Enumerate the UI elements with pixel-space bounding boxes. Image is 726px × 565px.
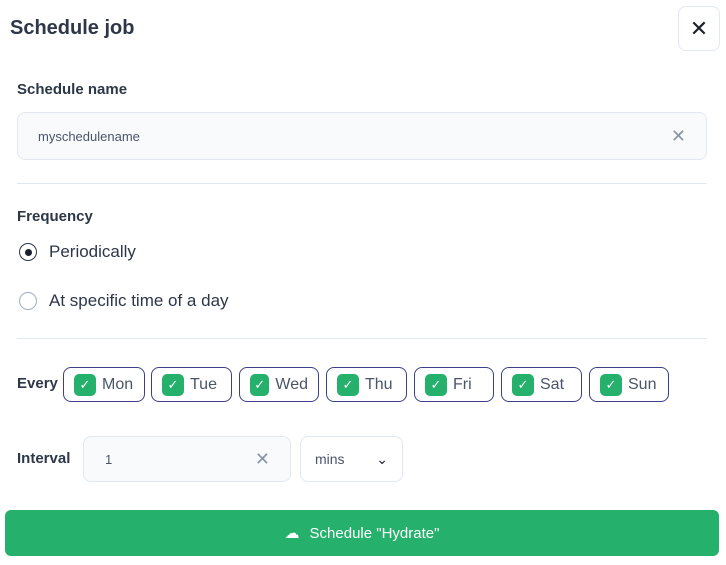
checkbox-checked-icon: ✓ <box>250 373 270 396</box>
radio-icon <box>19 243 37 261</box>
frequency-label: Frequency <box>17 208 93 225</box>
interval-input[interactable]: 1 ✕ <box>83 436 291 482</box>
divider <box>17 183 707 184</box>
day-label: Mon <box>102 375 134 393</box>
checkbox-checked-icon: ✓ <box>512 373 534 396</box>
day-checkbox-sat[interactable]: ✓ Sat <box>501 367 582 402</box>
day-label: Tue <box>190 375 217 393</box>
checkbox-checked-icon: ✓ <box>162 373 184 396</box>
schedule-button[interactable]: ☁ Schedule "Hydrate" <box>5 510 719 556</box>
checkbox-checked-icon: ✓ <box>74 373 96 396</box>
unit-value: mins <box>315 451 345 467</box>
clear-icon[interactable]: ✕ <box>670 125 686 146</box>
every-label: Every <box>17 375 58 392</box>
interval-value: 1 <box>105 451 113 467</box>
schedule-name-value: myschedulename <box>38 128 140 144</box>
checkbox-checked-icon: ✓ <box>337 373 359 396</box>
day-checkbox-tue[interactable]: ✓ Tue <box>151 367 232 402</box>
day-checkbox-fri[interactable]: ✓ Fri <box>414 367 494 402</box>
day-label: Sun <box>628 375 657 393</box>
schedule-name-input[interactable]: myschedulename ✕ <box>17 112 707 160</box>
schedule-name-label: Schedule name <box>17 81 128 98</box>
day-checkbox-wed[interactable]: ✓ Wed <box>239 367 319 402</box>
day-label: Sat <box>540 375 565 393</box>
day-label: Wed <box>275 375 308 393</box>
radio-periodically[interactable]: Periodically <box>19 242 136 262</box>
clear-icon[interactable]: ✕ <box>254 448 270 469</box>
radio-specific-time[interactable]: At specific time of a day <box>19 291 229 311</box>
schedule-icon: ☁ <box>284 525 300 542</box>
day-label: Thu <box>365 375 393 393</box>
checkbox-checked-icon: ✓ <box>425 373 447 396</box>
dialog-title: Schedule job <box>10 17 135 39</box>
day-checkbox-sun[interactable]: ✓ Sun <box>589 367 669 402</box>
checkbox-checked-icon: ✓ <box>600 373 622 396</box>
close-icon: ✕ <box>689 15 709 41</box>
day-checkbox-mon[interactable]: ✓ Mon <box>63 367 145 402</box>
radio-icon <box>19 292 37 310</box>
day-checkbox-thu[interactable]: ✓ Thu <box>326 367 407 402</box>
chevron-down-icon: ⌄ <box>376 450 388 467</box>
interval-label: Interval <box>17 450 71 467</box>
unit-select[interactable]: mins ⌄ <box>300 436 403 482</box>
schedule-button-label: Schedule "Hydrate" <box>309 524 440 542</box>
close-button[interactable]: ✕ <box>678 6 720 51</box>
divider <box>17 338 707 339</box>
day-label: Fri <box>453 375 472 393</box>
radio-label: At specific time of a day <box>49 291 229 310</box>
radio-label: Periodically <box>49 242 136 261</box>
